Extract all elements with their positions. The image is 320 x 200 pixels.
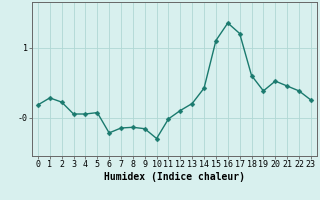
X-axis label: Humidex (Indice chaleur): Humidex (Indice chaleur) bbox=[104, 172, 245, 182]
